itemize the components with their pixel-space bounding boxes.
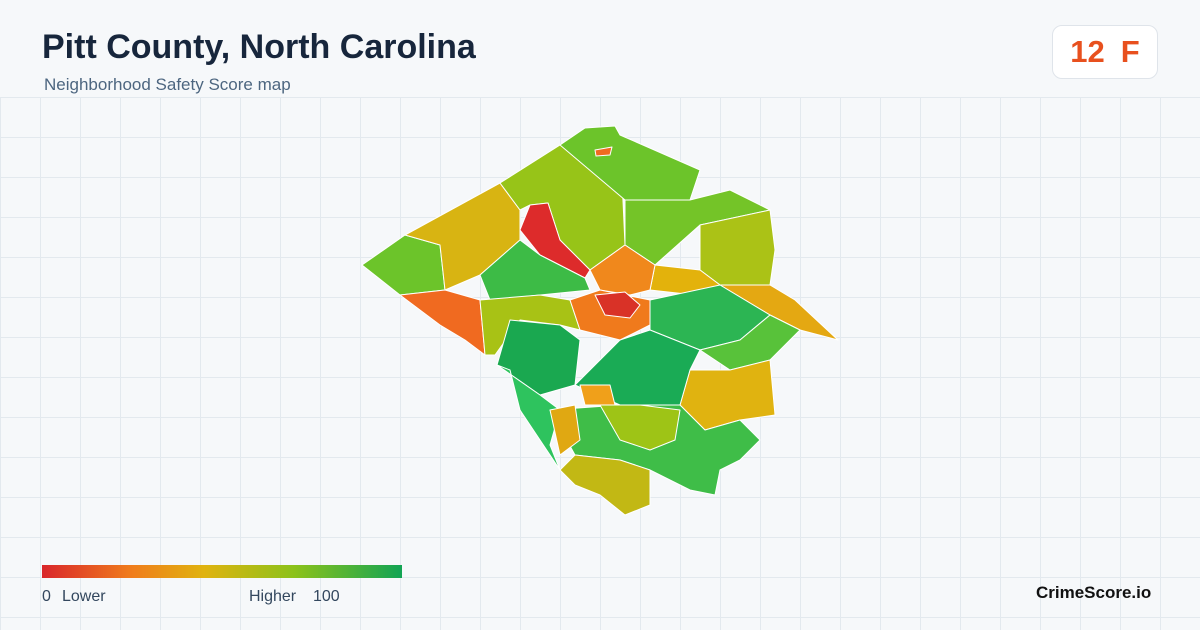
brand: CrimeScore.io [1036, 583, 1152, 602]
subtitle: Neighborhood Safety Score map [44, 75, 291, 94]
legend-min: 0 [42, 588, 51, 605]
legend-max-label: Higher [249, 588, 297, 605]
score-badge: 12 F [1052, 25, 1158, 79]
legend-min-label: Lower [62, 588, 106, 605]
legend-gradient [42, 565, 402, 578]
score-grade: F [1120, 34, 1140, 69]
score-value: 12 [1070, 34, 1105, 69]
title: Pitt County, North Carolina [42, 28, 476, 66]
legend-max: 100 [313, 588, 340, 605]
